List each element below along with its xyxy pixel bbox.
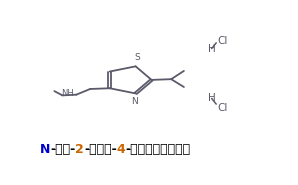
Text: Cl: Cl — [217, 103, 228, 113]
Text: NH: NH — [61, 89, 74, 98]
Text: 2: 2 — [75, 143, 84, 156]
Text: N: N — [131, 97, 138, 106]
Text: N: N — [40, 143, 50, 156]
Text: 4: 4 — [117, 143, 125, 156]
Text: -异丙基-: -异丙基- — [84, 143, 117, 156]
Text: -甲基-: -甲基- — [50, 143, 75, 156]
Text: H: H — [208, 93, 216, 103]
Text: Cl: Cl — [217, 36, 228, 46]
Text: S: S — [134, 53, 140, 62]
Text: H: H — [208, 44, 216, 54]
Text: -噩唠甲胺二盐酸盐: -噩唠甲胺二盐酸盐 — [125, 143, 190, 156]
